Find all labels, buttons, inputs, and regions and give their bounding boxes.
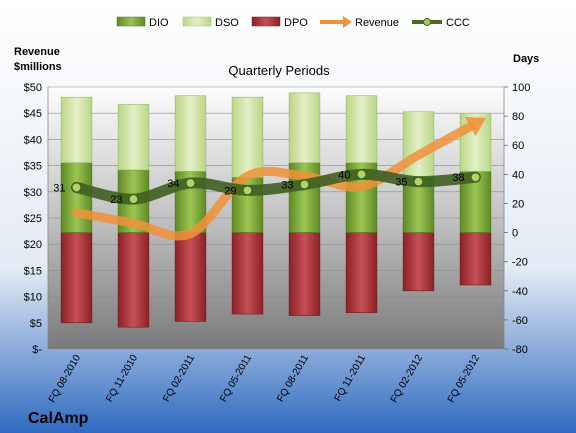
ccc-data-label: 31 (53, 182, 65, 194)
bar-dso (288, 92, 321, 163)
ccc-data-label: 35 (395, 177, 407, 189)
legend-label-revenue: Revenue (355, 17, 399, 29)
right-tick-label: 100 (512, 82, 530, 94)
right-tick-label: 0 (512, 228, 518, 240)
legend-label-ccc: CCC (446, 17, 470, 29)
ccc-data-label: 38 (452, 172, 464, 184)
bar-dpo (345, 232, 378, 313)
right-tick-label: 60 (512, 140, 524, 152)
ccc-data-label: 33 (281, 180, 293, 192)
bar-dpo (117, 232, 150, 328)
legend-swatch-dio (116, 16, 146, 27)
right-tick-label: 80 (512, 111, 524, 123)
ccc-marker (71, 182, 82, 193)
ccc-marker (413, 176, 424, 187)
ccc-series: 31 23 34 29 33 40 35 38 (53, 168, 481, 206)
bar-dpo (60, 232, 93, 324)
left-tick-label: $10 (24, 292, 42, 304)
bar-dso (345, 95, 378, 163)
left-tick-label: $25 (24, 213, 42, 225)
legend-swatch-dpo (251, 16, 281, 27)
right-axis-ticks: -80 -60 -40 -20 0 20 40 60 80 100 (504, 82, 530, 356)
bar-dpo (402, 232, 435, 292)
left-tick-label: $50 (24, 82, 42, 94)
ccc-data-label: 23 (110, 194, 122, 206)
revenue-series (72, 116, 487, 241)
ccc-marker (185, 177, 196, 189)
left-axis-ticks: $- $5 $10 $15 $20 $25 $30 $35 $40 $45 $50 (24, 82, 43, 356)
legend-label-dpo: DPO (284, 17, 308, 29)
ccc-marker (299, 179, 310, 190)
ccc-data-label: 29 (224, 185, 236, 197)
bar-dpo (174, 232, 207, 322)
right-axis-title: Days (513, 53, 539, 65)
ccc-marker (470, 172, 481, 183)
bar-dpo (459, 232, 492, 286)
ccc-marker (242, 185, 253, 196)
left-tick-label: $45 (24, 108, 42, 120)
left-tick-label: $5 (30, 318, 42, 330)
right-tick-label: -20 (512, 257, 528, 269)
bar-dso (231, 96, 264, 178)
right-tick-label: 40 (512, 169, 524, 181)
right-tick-label: 20 (512, 198, 524, 210)
left-axis-title-line1: Revenue (14, 46, 60, 58)
left-axis-title-line2: $millions (14, 61, 62, 73)
ccc-data-label: 34 (167, 178, 179, 190)
company-name: CalAmp (28, 410, 89, 427)
chart-title: Quarterly Periods (228, 63, 330, 78)
bar-dpo (231, 232, 264, 315)
legend: DIO DSO DPO Revenue CCC (116, 16, 470, 29)
ccc-data-label: 40 (338, 169, 350, 181)
bar-dso (117, 104, 150, 171)
left-tick-label: $40 (24, 134, 42, 146)
left-tick-label: $- (32, 344, 42, 356)
left-tick-label: $35 (24, 161, 42, 173)
bar-dio (60, 162, 93, 233)
legend-label-dso: DSO (215, 17, 239, 29)
right-tick-label: -40 (512, 286, 528, 298)
bar-dso (60, 96, 93, 163)
legend-label-dio: DIO (149, 17, 169, 29)
bar-dpo (288, 232, 321, 316)
right-tick-label: -80 (512, 344, 528, 356)
legend-arrowhead-revenue (343, 16, 352, 28)
right-tick-label: -60 (512, 315, 528, 327)
revenue-arrowhead (464, 116, 487, 137)
left-tick-label: $30 (24, 187, 42, 199)
legend-swatch-dso (182, 16, 212, 27)
left-tick-label: $15 (24, 265, 42, 277)
bar-dso (174, 95, 207, 172)
left-tick-label: $20 (24, 239, 42, 251)
legend-marker-ccc (423, 18, 431, 26)
ccc-marker (356, 169, 367, 180)
ccc-marker (128, 193, 139, 205)
revenue-line (72, 122, 475, 241)
